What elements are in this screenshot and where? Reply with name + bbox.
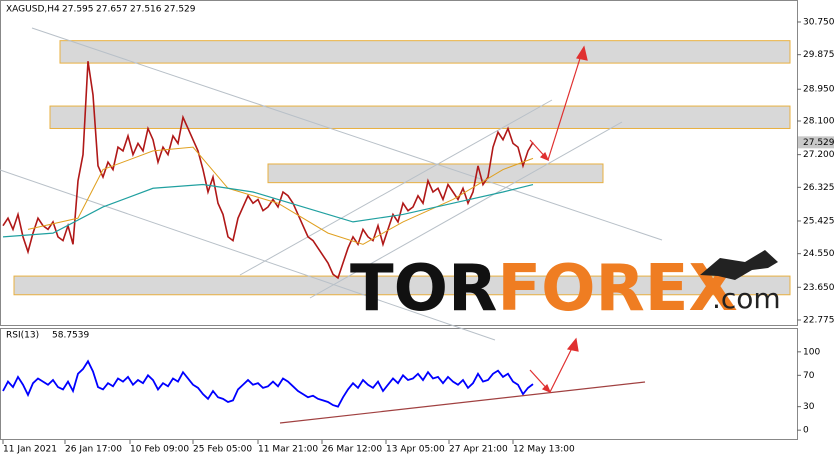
watermark-tor: TOR [350,252,497,326]
y-tick-label: 25.425 [803,216,835,226]
y-tick-label: 28.100 [803,117,835,127]
x-tick-label: 25 Feb 05:00 [193,445,252,455]
x-tick-label: 26 Jan 17:00 [65,445,122,455]
y-tick-label: 30 [803,402,815,412]
price-panel [0,0,798,326]
y-tick-label: 27.200 [803,150,835,160]
ohlc-close: 27.529 [164,5,196,15]
bull-icon [700,250,778,280]
y-tick-label: 24.550 [803,249,835,259]
watermark: TORFOREX .com [350,250,781,326]
x-tick-label: 11 Mar 21:00 [258,445,318,455]
y-tick-label: 26.325 [803,183,835,193]
watermark-forex: FOREX [497,252,737,326]
x-tick-label: 12 May 13:00 [513,445,575,455]
ohlc-high: 27.657 [96,5,128,15]
x-tick-label: 10 Feb 09:00 [130,445,189,455]
rsi-value: 58.7539 [52,331,89,341]
zone [267,163,604,184]
price-label: 27.529 [803,138,835,148]
ohlc-low: 27.516 [130,5,162,15]
symbol: XAGUSD,H4 [6,5,60,15]
ohlc-open: 27.595 [62,5,94,15]
svg-text:TORFOREX: TORFOREX [350,252,738,326]
series-line [27,146,534,245]
x-tick-label: 11 Jan 2021 [3,445,57,455]
x-tick-label: 27 Apr 21:00 [449,445,508,455]
rsi-panel [0,328,798,440]
zone [59,40,791,64]
x-tick-label: 13 Apr 05:00 [386,445,445,455]
series-line [2,183,534,238]
x-tick-label: 26 Mar 12:00 [322,445,382,455]
zone [49,105,791,129]
price-marker [798,136,834,149]
rsi-title: RSI(13) [6,331,39,341]
zone [13,275,791,296]
series-line [2,359,534,408]
y-tick-label: 30.750 [803,17,835,27]
y-tick-label: 0 [803,426,809,436]
y-tick-label: 23.650 [803,283,835,293]
y-tick-label: 22.775 [803,315,835,325]
y-tick-label: 28.950 [803,85,835,95]
arrows [279,45,646,424]
y-tick-label: 70 [803,371,815,381]
series-line [2,61,534,280]
y-tick-label: 100 [803,347,820,357]
watermark-com: .com [712,282,781,315]
channel-lines [0,27,663,341]
y-tick-label: 29.875 [803,50,835,60]
